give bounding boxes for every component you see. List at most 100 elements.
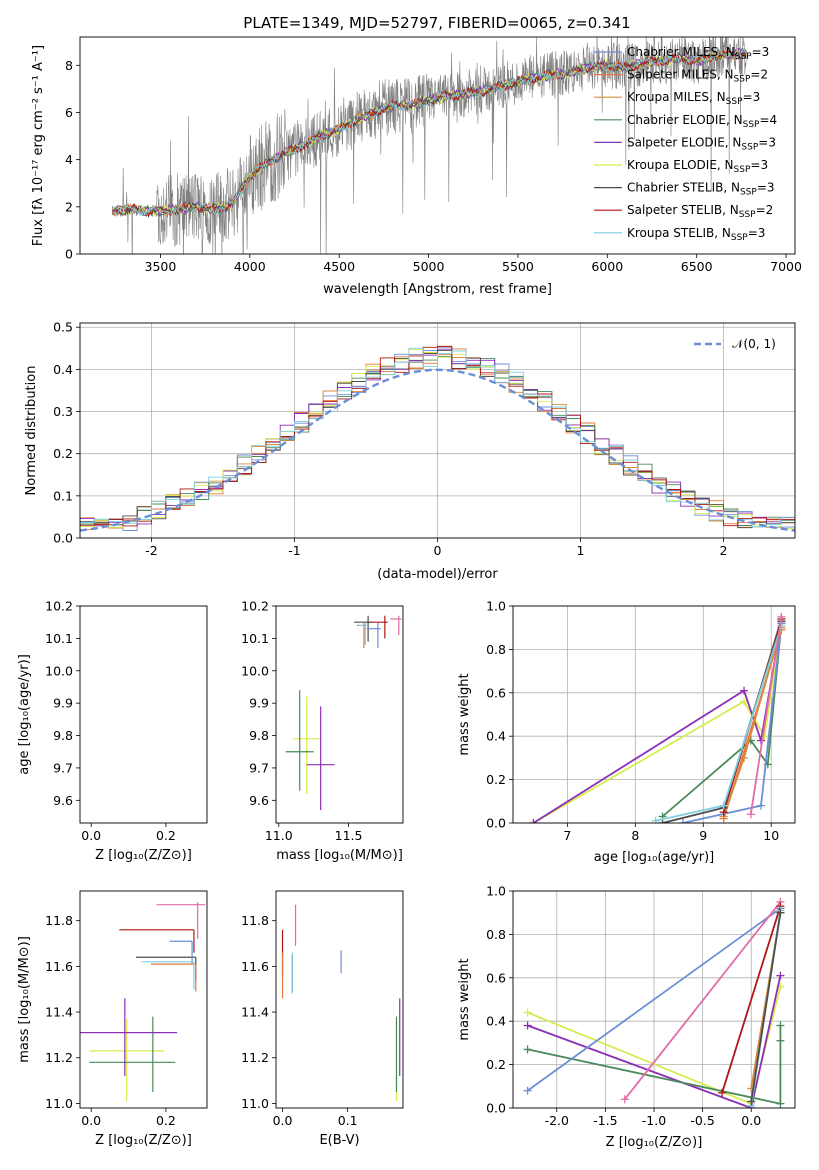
x-axis-label: (data-model)/error [377, 567, 498, 582]
x-tick-label: 7 [563, 828, 571, 843]
y-tick-label: 9.8 [249, 728, 269, 743]
y-axis-label: mass [log₁₀(M/M⊙)] [17, 936, 32, 1063]
y-tick-label: 9.7 [249, 760, 269, 775]
legend-label: Salpeter MILES, NSSP=2 [627, 68, 768, 85]
x-axis-label: age [log₁₀(age/yr)] [594, 850, 715, 865]
y-tick-label: 0.0 [486, 1101, 506, 1116]
y-tick-label: 11.8 [45, 913, 73, 928]
legend-label: Salpeter STELIB, NSSP=2 [627, 203, 773, 220]
y-tick-label: 11.0 [241, 1096, 269, 1111]
axes-frame [79, 36, 796, 255]
y-axis-label: age [log₁₀(age/yr)] [17, 654, 32, 775]
axes-frame [79, 322, 796, 539]
y-tick-label: 0.3 [53, 404, 73, 419]
y-tick-label: 0.6 [486, 685, 506, 700]
weight-series [532, 621, 783, 823]
x-tick-label: 0.0 [81, 1113, 101, 1128]
chart-residuals: -2 -1 0 1 2 0.0 0.1 0.2 0.3 0.4 0.5 (data-model)/er… [24, 320, 796, 582]
y-axis-label: Flux [fλ 10⁻¹⁷ erg cm⁻² s⁻¹ A⁻¹] [31, 45, 46, 246]
x-tick-label: 0.0 [741, 1113, 761, 1128]
x-tick-label: 2 [720, 543, 728, 558]
y-tick-label: 0 [65, 247, 73, 262]
y-axis-label: mass weight [457, 673, 472, 755]
y-tick-label: 10.2 [241, 599, 269, 614]
weight-series [527, 975, 782, 1108]
plot-area [281, 904, 401, 1102]
plot-area [73, 616, 206, 810]
y-tick-label: 10.1 [241, 631, 269, 646]
y-tick-label: 9.8 [53, 728, 73, 743]
x-axis-label: Z [log₁₀(Z/Z⊙)] [606, 1135, 703, 1150]
weight-series [721, 905, 782, 1094]
legend-label: 𝒩(0, 1) [732, 337, 776, 351]
x-tick-label: 6500 [681, 259, 713, 274]
axes-frame [79, 890, 208, 1109]
x-tick-label: 0.2 [156, 828, 176, 843]
plot-area [111, 37, 747, 254]
y-tick-label: 10.2 [45, 599, 73, 614]
y-tick-label: 11.0 [45, 1096, 73, 1111]
chart-age_vs_mass: 11.0 11.5 9.6 9.7 9.8 9.9 10.0 10.1 10.2 mass [lo… [241, 599, 404, 863]
axes-frame [275, 890, 404, 1109]
weight-series [527, 907, 781, 1092]
x-tick-label: -0.5 [690, 1113, 714, 1128]
model-spectrum [111, 47, 747, 218]
y-tick-label: 4 [65, 152, 73, 167]
y-tick-label: 1.0 [486, 884, 506, 899]
chart-mass_vs_Z: 0.0 0.2 11.0 11.2 11.4 11.6 11.8 Z [log₁₀(Z/Z⊙)… [17, 890, 208, 1148]
chart-layer: 3500 4000 4500 5000 5500 6000 6500 7000 0 2 4 6 8 wav… [17, 36, 802, 1150]
y-tick-label: 11.4 [45, 1005, 73, 1020]
y-axis-label: mass weight [457, 958, 472, 1040]
x-axis-label: Z [log₁₀(Z/Z⊙)] [95, 848, 192, 863]
x-tick-label: 11.0 [265, 828, 293, 843]
chart-mass_vs_ebv: 0.0 0.1 11.0 11.2 11.4 11.6 11.8 E(B-V) [241, 890, 404, 1148]
y-tick-label: 10.0 [241, 663, 269, 678]
x-tick-label: -1.0 [642, 1113, 666, 1128]
x-tick-label: 0.0 [81, 828, 101, 843]
legend-label: Chabrier STELIB, NSSP=3 [627, 181, 775, 198]
x-tick-label: 5000 [413, 259, 445, 274]
plot-area [80, 345, 795, 532]
plot-area [529, 612, 786, 823]
legend-label: Kroupa STELIB, NSSP=3 [627, 226, 765, 243]
chart-weight_vs_Z: -2.0 -1.5 -1.0 -0.5 0.0 0.0 0.2 0.4 0.6 0.8 1.0 Z [… [457, 884, 796, 1150]
weight-series [527, 1025, 782, 1105]
x-tick-label: 4500 [323, 259, 355, 274]
legend-label: Chabrier ELODIE, NSSP=4 [627, 113, 777, 130]
axes-frame [512, 890, 796, 1109]
y-tick-label: 8 [65, 58, 73, 73]
legend-label: Salpeter ELODIE, NSSP=3 [627, 135, 776, 152]
y-tick-label: 10.0 [45, 663, 73, 678]
x-tick-label: 8 [631, 828, 639, 843]
legend-label: Kroupa MILES, NSSP=3 [627, 90, 760, 107]
plot-area [285, 615, 402, 811]
x-tick-label: -2.0 [545, 1113, 569, 1128]
axes-frame [512, 605, 796, 824]
x-tick-label: 0.0 [273, 1113, 293, 1128]
weight-series [750, 912, 782, 1102]
weight-series [532, 625, 783, 823]
y-tick-label: 11.2 [241, 1050, 269, 1065]
chart-weight_vs_age: 7 8 9 10 0.0 0.2 0.4 0.6 0.8 1.0 age [log₁₀(age/yr… [457, 599, 796, 865]
y-tick-label: 0.4 [486, 729, 506, 744]
x-tick-label: -1 [288, 543, 300, 558]
y-tick-label: 11.6 [241, 959, 269, 974]
histogram-series [80, 347, 795, 528]
x-tick-label: 9 [699, 828, 707, 843]
y-tick-label: 0.0 [53, 531, 73, 546]
y-tick-label: 0.8 [486, 642, 506, 657]
figure-title: PLATE=1349, MJD=52797, FIBERID=0065, z=0… [243, 14, 630, 32]
y-tick-label: 0.2 [486, 772, 506, 787]
x-tick-label: 0.2 [156, 1113, 176, 1128]
legend-label: Chabrier MILES, NSSP=3 [627, 45, 769, 62]
x-tick-label: 7000 [770, 259, 802, 274]
x-tick-label: 3500 [145, 259, 177, 274]
y-tick-label: 0.4 [53, 362, 73, 377]
axes-frame [79, 605, 208, 824]
x-tick-label: -1.5 [593, 1113, 617, 1128]
y-tick-label: 1.0 [486, 599, 506, 614]
weight-series [624, 901, 782, 1100]
x-tick-label: 0.1 [338, 1113, 358, 1128]
x-tick-label: 5500 [502, 259, 534, 274]
